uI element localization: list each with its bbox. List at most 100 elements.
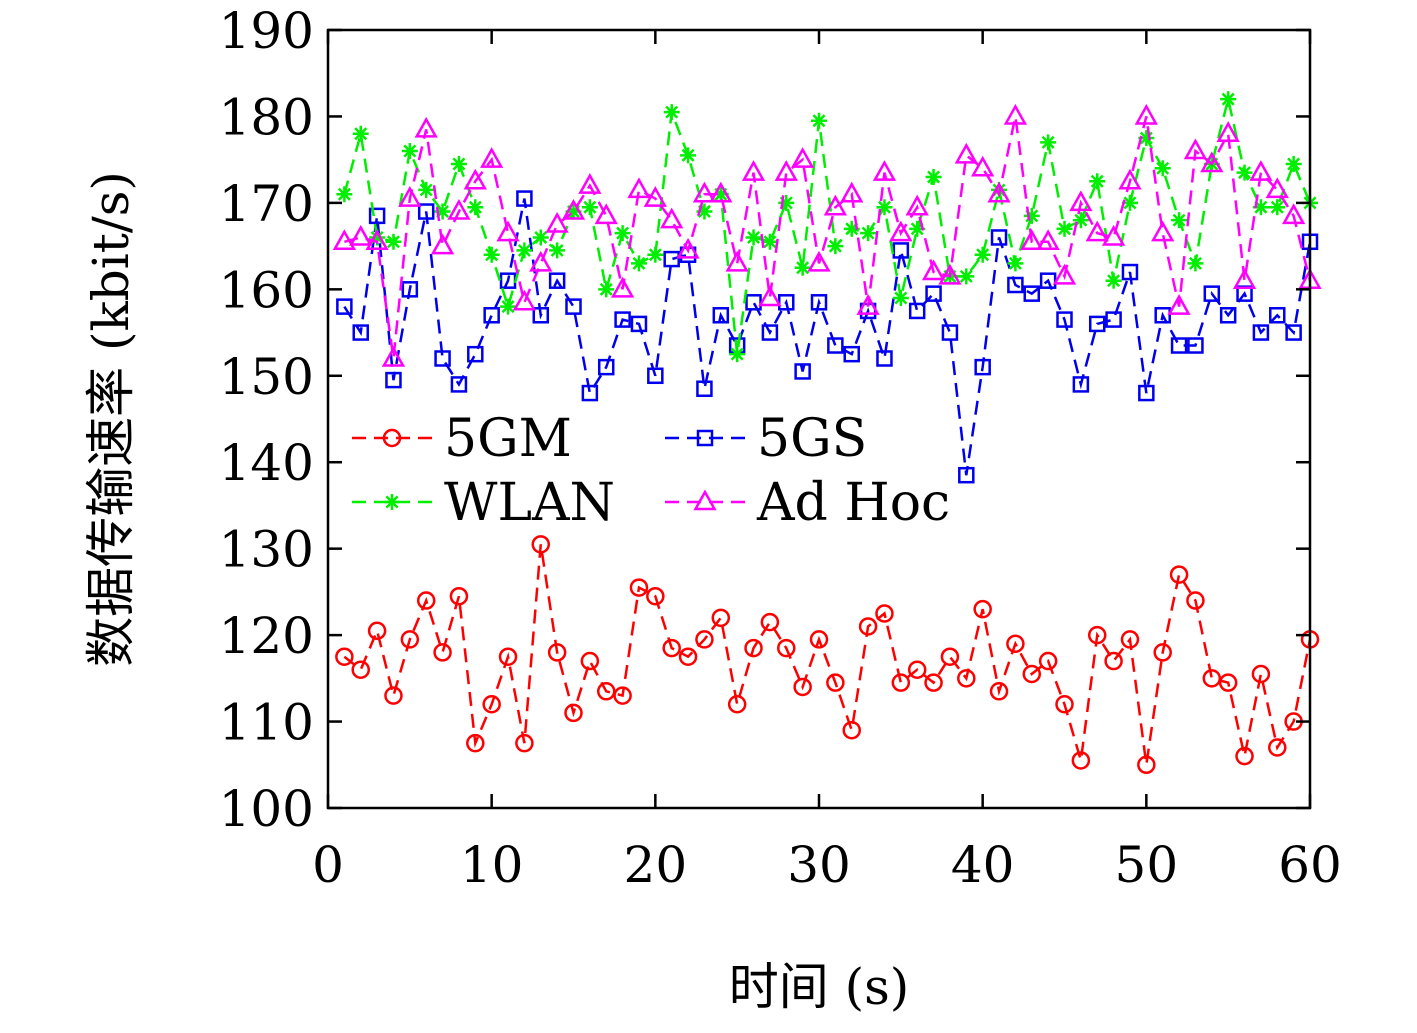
data-point-5gs [532,307,550,324]
data-point-wlan [581,199,598,216]
data-point-wlan [1023,207,1040,224]
star-stroke [697,205,711,219]
data-point-5gm [531,535,551,554]
data-point-5gm [367,621,387,641]
legend-item-ad-hoc: Ad Hoc [665,473,950,533]
star-stroke [1254,200,1268,214]
data-point-ad-hoc [1216,121,1240,142]
star-stroke [1107,274,1121,288]
data-point-ad-hoc [774,160,798,181]
data-point-5gs [1187,337,1204,354]
data-point-wlan [418,181,435,198]
data-point-5gs [794,363,811,380]
data-point-5gs [614,311,631,328]
data-point-ad-hoc [676,237,700,259]
data-point-wlan [1040,134,1057,151]
data-point-ad-hoc [1200,151,1224,173]
series-wlan [336,91,1318,363]
data-point-5gs [548,272,566,289]
data-point-5gs [908,302,926,320]
data-point-ad-hoc [1003,103,1028,125]
data-point-ad-hoc [512,289,537,311]
x-axis-label: 时间 (s) [729,958,910,1016]
data-point-5gs [876,350,893,367]
data-point-5gm [858,617,878,636]
y-tick-label: 100 [219,780,314,838]
data-point-5gs [941,324,959,341]
data-point-wlan [1056,220,1073,237]
data-point-5gm [875,604,894,623]
data-point-5gs [336,298,353,315]
series-line-ad-hoc [344,116,1312,359]
data-point-ad-hoc [414,116,438,138]
x-tick-label: 50 [1115,836,1179,894]
series-line-wlan [343,98,1312,355]
data-point-5gm [744,638,763,658]
data-point-ad-hoc [938,263,962,285]
data-point-ad-hoc [660,207,684,229]
y-tick-label: 170 [219,175,314,233]
data-point-5gm [1120,630,1140,649]
data-point-5gm [711,608,731,628]
star-stroke [730,347,744,361]
data-point-ad-hoc [1232,268,1257,289]
star-stroke [501,300,515,314]
data-point-5gs [810,294,828,311]
data-point-5gm [580,651,600,671]
data-point-5gm [662,638,681,658]
data-point-wlan [794,259,811,276]
data-point-wlan [549,242,566,259]
data-point-5gs [1023,285,1041,302]
legend-item-5gm: 5GM [352,409,572,469]
data-point-5gm [793,677,812,697]
star-stroke [648,248,662,262]
data-point-5gs [1170,337,1188,354]
data-point-5gs [761,324,779,341]
data-point-5gm [596,682,616,701]
data-point-ad-hoc [1265,177,1289,199]
data-point-wlan [1236,164,1253,181]
data-point-ad-hoc [1249,160,1273,181]
data-point-ad-hoc [954,142,978,164]
data-point-ad-hoc [709,181,733,203]
data-point-5gs [1269,307,1286,324]
star-stroke [386,235,400,249]
data-point-ad-hoc [381,345,406,367]
series-line-5gm [343,544,1312,765]
data-point-wlan [614,225,631,242]
star-stroke [599,282,613,296]
data-point-5gs [434,350,451,367]
data-point-5gm [515,733,534,753]
data-point-wlan [1220,91,1237,108]
data-point-wlan [925,168,942,185]
data-point-5gm [678,647,698,666]
data-point-5gs [385,371,402,389]
x-tick-label: 40 [951,836,1015,894]
data-point-ad-hoc [1069,190,1093,212]
star-stroke [583,200,597,214]
star-stroke [927,170,941,184]
data-point-5gs [696,380,713,397]
data-point-wlan [336,186,353,203]
data-point-ad-hoc [823,194,847,216]
data-point-ad-hoc [905,194,929,216]
data-point-5gm [498,647,518,666]
data-point-ad-hoc [889,220,913,242]
x-tick-label: 0 [312,836,344,894]
data-point-wlan [467,199,484,216]
data-point-ad-hoc [971,155,995,177]
data-point-ad-hoc [578,173,602,194]
data-point-5gm [351,660,370,679]
data-point-5gm [957,669,976,688]
y-tick-label: 160 [219,261,314,319]
data-point-wlan [860,225,877,242]
star-stroke [468,200,482,214]
data-point-5gs [581,384,599,402]
star-stroke [828,239,842,253]
star-stroke [1172,213,1186,227]
data-point-5gs [958,466,975,484]
star-stroke [354,127,368,141]
star-stroke [632,256,646,270]
data-point-wlan [450,155,467,172]
